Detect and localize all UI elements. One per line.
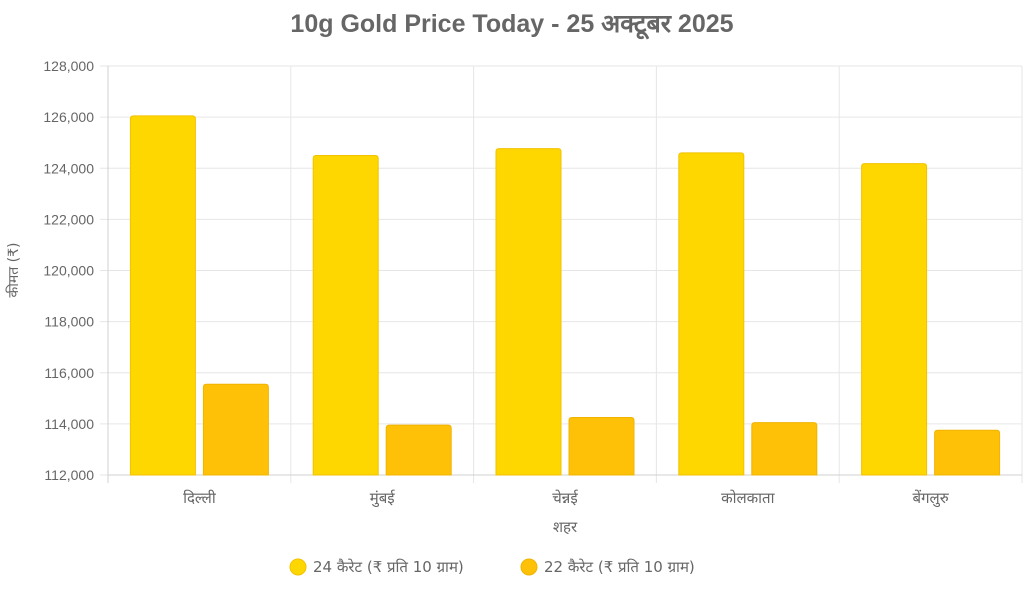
y-tick-label: 122,000 bbox=[43, 211, 94, 227]
bar[interactable]: बेंगलुरु - 24 कैरेट (₹ प्रति 10 ग्राम): … bbox=[861, 163, 928, 476]
legend: 24 कैरेट (₹ प्रति 10 ग्राम) 22 कैरेट (₹ प… bbox=[289, 558, 695, 576]
y-tick-label: 118,000 bbox=[44, 314, 94, 330]
bar[interactable]: बेंगलुरु - 22 कैरेट (₹ प्रति 10 ग्राम): … bbox=[934, 429, 1001, 476]
x-tick-label: मुंबई bbox=[370, 489, 396, 508]
bar[interactable]: मुंबई - 24 कैरेट (₹ प्रति 10 ग्राम): 124… bbox=[312, 154, 379, 476]
legend-marker-icon bbox=[289, 558, 307, 576]
bar[interactable]: चेन्नई - 22 कैरेट (₹ प्रति 10 ग्राम): 11… bbox=[568, 416, 635, 476]
legend-marker-icon bbox=[520, 558, 538, 576]
y-tick-label: 114,000 bbox=[44, 416, 94, 432]
x-tick-label: दिल्ली bbox=[183, 489, 217, 507]
bars: दिल्ली - 24 कैरेट (₹ प्रति 10 ग्राम): 12… bbox=[129, 115, 1001, 476]
legend-label: 24 कैरेट (₹ प्रति 10 ग्राम) bbox=[313, 558, 464, 576]
x-tick-label: कोलकाता bbox=[721, 489, 776, 507]
bar[interactable]: मुंबई - 22 कैरेट (₹ प्रति 10 ग्राम): 113… bbox=[385, 424, 452, 476]
bar[interactable]: कोलकाता - 22 कैरेट (₹ प्रति 10 ग्राम): 1… bbox=[751, 422, 818, 476]
y-tick-label: 116,000 bbox=[44, 365, 94, 381]
legend-item[interactable]: 24 कैरेट (₹ प्रति 10 ग्राम) bbox=[289, 558, 464, 576]
bar[interactable]: कोलकाता - 24 कैरेट (₹ प्रति 10 ग्राम): 1… bbox=[678, 152, 745, 476]
legend-item[interactable]: 22 कैरेट (₹ प्रति 10 ग्राम) bbox=[520, 558, 695, 576]
y-tick-label: 112,000 bbox=[44, 467, 94, 483]
bar[interactable]: दिल्ली - 24 कैरेट (₹ प्रति 10 ग्राम): 12… bbox=[129, 115, 196, 476]
y-tick-label: 124,000 bbox=[43, 160, 94, 176]
legend-label: 22 कैरेट (₹ प्रति 10 ग्राम) bbox=[544, 558, 695, 576]
bar[interactable]: दिल्ली - 22 कैरेट (₹ प्रति 10 ग्राम): 11… bbox=[202, 383, 269, 476]
y-tick-label: 120,000 bbox=[43, 263, 94, 279]
y-axis-title: कीमत (₹) bbox=[5, 242, 22, 297]
x-axis-title: शहर bbox=[553, 518, 578, 536]
x-axis: दिल्ली मुंबई चेन्नई कोलकाता बेंगलुरु bbox=[183, 489, 950, 508]
chart-title: 10g Gold Price Today - 25 अक्टूबर 2025 bbox=[290, 10, 734, 38]
bar[interactable]: चेन्नई - 24 कैरेट (₹ प्रति 10 ग्राम): 12… bbox=[495, 148, 562, 476]
x-tick-label: बेंगलुरु bbox=[913, 489, 950, 508]
y-tick-label: 126,000 bbox=[43, 109, 94, 125]
x-tick-label: चेन्नई bbox=[552, 489, 578, 507]
y-tick-label: 128,000 bbox=[43, 58, 94, 74]
y-axis: 112,000 114,000 116,000 118,000 120,000 122,0… bbox=[43, 58, 94, 483]
